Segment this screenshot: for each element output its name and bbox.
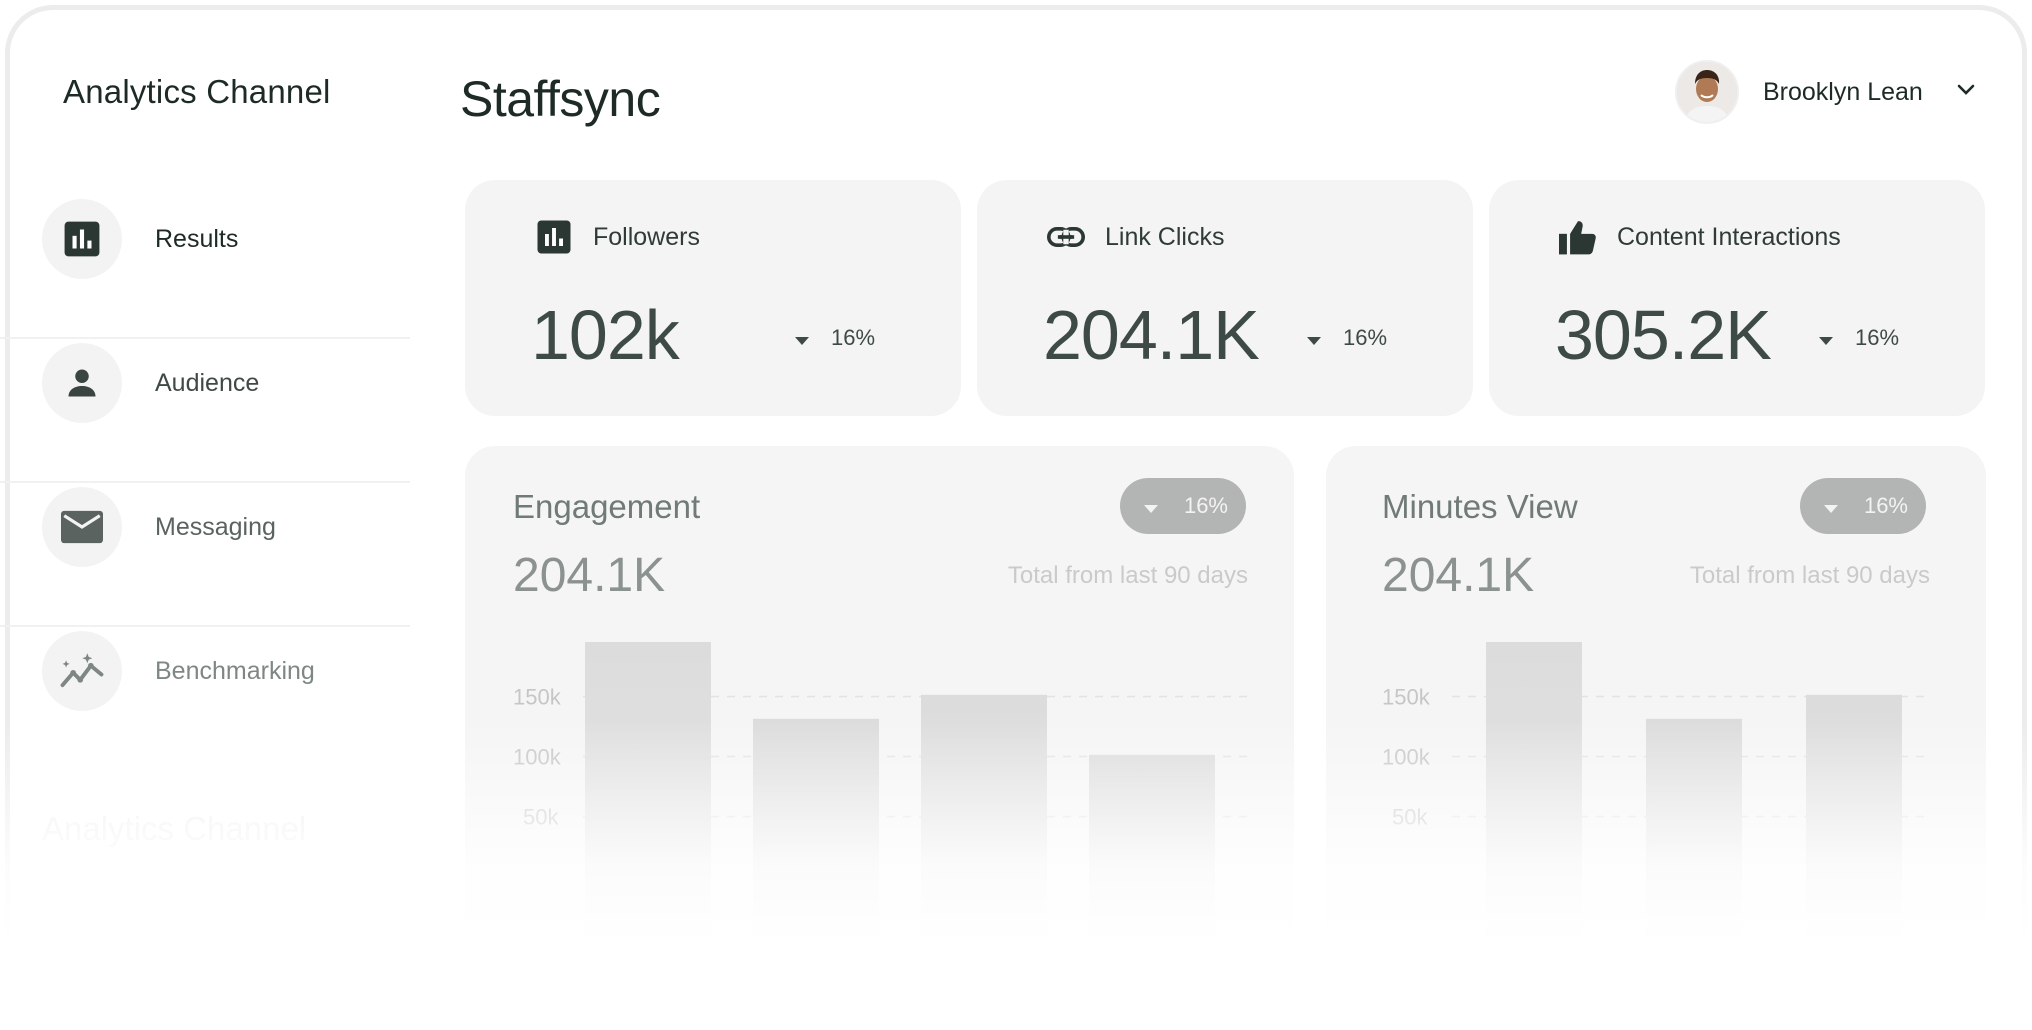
chart-change-badge: 16% bbox=[1799, 478, 1926, 534]
avatar bbox=[1675, 60, 1739, 124]
y-tick-label: 100k bbox=[513, 745, 562, 770]
mail-icon bbox=[42, 487, 122, 567]
caret-down-icon bbox=[795, 325, 809, 351]
y-tick-label: 150k bbox=[1382, 685, 1431, 710]
caret-down-icon bbox=[1819, 325, 1833, 351]
link-icon bbox=[1047, 218, 1085, 256]
sidebar-item-audience[interactable]: Audience bbox=[0, 339, 410, 483]
stat-label: Link Clicks bbox=[1105, 223, 1225, 251]
sidebar-item-label: Messaging bbox=[155, 513, 276, 541]
caret-down-icon bbox=[1307, 325, 1321, 351]
caret-down-icon bbox=[1823, 493, 1838, 519]
thumbs-up-icon bbox=[1559, 218, 1597, 256]
chart-value: 204.1K bbox=[1382, 549, 1535, 602]
sidebar-item-benchmarking[interactable]: Benchmarking bbox=[0, 627, 410, 771]
sidebar-item-messaging[interactable]: Messaging bbox=[0, 483, 410, 627]
sidebar-item-results[interactable]: Results bbox=[0, 195, 410, 339]
y-tick-label: 150k bbox=[513, 685, 562, 710]
sidebar-nav: Results Audience Messaging Benchmarking bbox=[0, 195, 410, 771]
stat-card-content-interactions[interactable]: Content Interactions 305.2K 16% bbox=[1489, 180, 1985, 416]
stat-card-followers[interactable]: Followers 102k 16% bbox=[465, 180, 961, 416]
chart-bar[interactable] bbox=[585, 642, 711, 1030]
stat-value: 102k bbox=[531, 296, 680, 374]
chart-subtitle: Total from last 90 days bbox=[1007, 562, 1248, 589]
stat-change: 16% bbox=[1307, 325, 1387, 351]
chart-value: 204.1K bbox=[513, 549, 666, 602]
sidebar-section-heading: Analytics Channel bbox=[42, 810, 307, 847]
chart-subtitle: Total from last 90 days bbox=[1689, 562, 1930, 589]
chart-bar[interactable] bbox=[1486, 642, 1582, 1030]
chart-card-engagement: 150k 100k 50k Engagement 16% 204.1K Total … bbox=[465, 446, 1294, 1030]
stat-change: 16% bbox=[1819, 325, 1899, 351]
chart-change-value: 16% bbox=[1863, 493, 1908, 518]
person-icon bbox=[42, 343, 122, 423]
sidebar-brand: Analytics Channel bbox=[63, 73, 331, 110]
page-title: Staffsync bbox=[460, 71, 661, 127]
chart-bar[interactable] bbox=[1806, 694, 1902, 1030]
sidebar-item-label: Audience bbox=[155, 369, 260, 397]
sidebar-item-label: Benchmarking bbox=[155, 657, 315, 685]
chart-change-badge: 16% bbox=[1119, 478, 1246, 534]
bar-chart-icon bbox=[535, 218, 573, 256]
sidebar-item-label: Results bbox=[155, 225, 239, 253]
chart-title: Minutes View bbox=[1382, 488, 1578, 525]
stat-label: Content Interactions bbox=[1617, 223, 1841, 251]
bar-chart-icon bbox=[42, 199, 122, 279]
chart-bar[interactable] bbox=[921, 694, 1047, 1030]
chart-bar[interactable] bbox=[1089, 754, 1215, 1030]
y-tick-label: 50k bbox=[523, 805, 559, 830]
stat-change: 16% bbox=[795, 325, 875, 351]
y-tick-label: 100k bbox=[1382, 745, 1431, 770]
chart-card-minutes-view: 150k 100k 50k Minutes View 16% 204.1K Tota… bbox=[1326, 446, 1986, 1030]
chart-title: Engagement bbox=[513, 488, 701, 525]
user-menu[interactable]: Brooklyn Lean bbox=[1675, 60, 1975, 124]
chevron-down-icon[interactable] bbox=[1957, 83, 1975, 101]
y-tick-label: 50k bbox=[1392, 805, 1428, 830]
trend-sparkle-icon bbox=[42, 631, 122, 711]
chart-bar[interactable] bbox=[753, 718, 879, 1030]
user-name: Brooklyn Lean bbox=[1763, 77, 1923, 106]
stat-value: 204.1K bbox=[1043, 296, 1260, 374]
stat-change-value: 16% bbox=[1855, 325, 1900, 350]
stat-value: 305.2K bbox=[1555, 296, 1772, 374]
chart-bar[interactable] bbox=[1646, 718, 1742, 1030]
stat-change-value: 16% bbox=[831, 325, 876, 350]
chart-change-value: 16% bbox=[1183, 493, 1228, 518]
stat-card-link-clicks[interactable]: Link Clicks 204.1K 16% bbox=[977, 180, 1473, 416]
caret-down-icon bbox=[1143, 493, 1158, 519]
stat-change-value: 16% bbox=[1343, 325, 1388, 350]
stat-label: Followers bbox=[593, 223, 700, 251]
